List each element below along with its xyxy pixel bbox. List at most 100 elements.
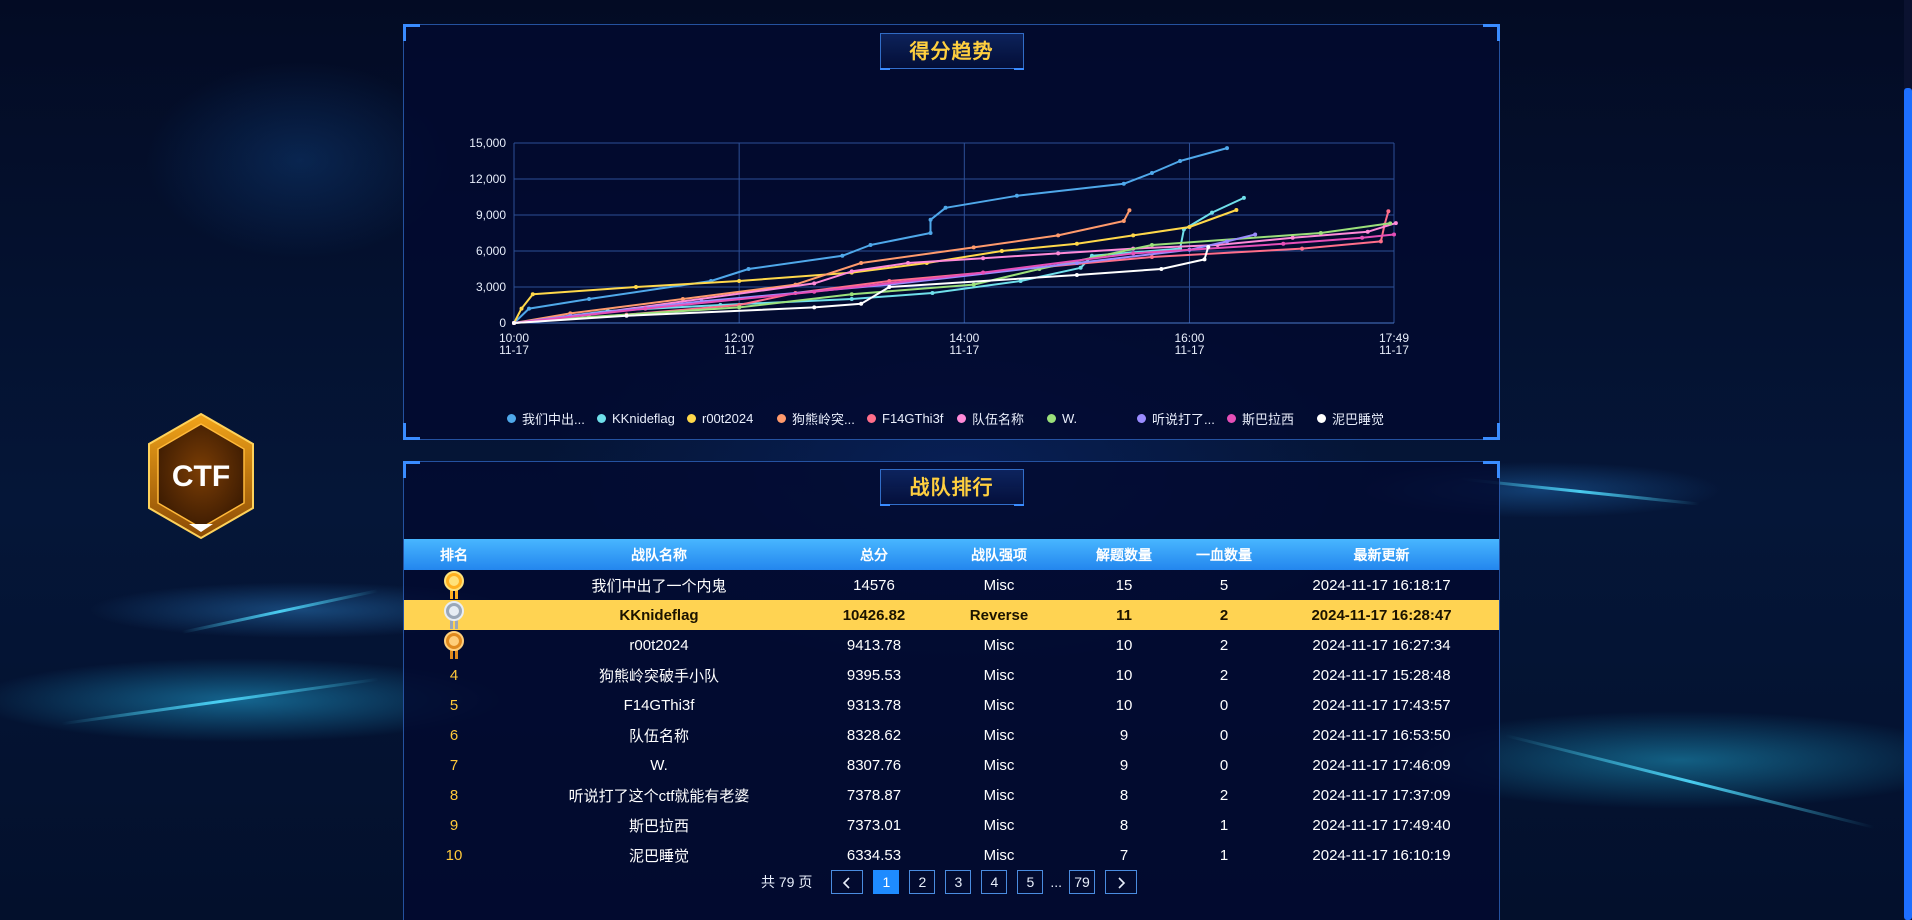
rank-cell: 7 bbox=[404, 750, 504, 780]
strength-cell: Misc bbox=[983, 756, 1015, 774]
team-name-cell: 狗熊岭突破手小队 bbox=[598, 667, 719, 685]
team-name-cell: 泥巴睡觉 bbox=[628, 847, 689, 865]
header-total-score: 总分 bbox=[814, 539, 934, 570]
first-blood-cell: 2 bbox=[1219, 636, 1229, 654]
total-score-cell: 9395.53 bbox=[846, 666, 902, 684]
strength-cell: Misc bbox=[983, 816, 1015, 834]
data-point bbox=[1178, 159, 1183, 163]
legend-dot-icon bbox=[597, 414, 606, 423]
next-page-button[interactable] bbox=[1105, 870, 1138, 894]
rank-cell: 8 bbox=[404, 780, 504, 810]
header-solved: 解题数量 bbox=[1064, 539, 1184, 570]
legend-item[interactable]: KKnideflag bbox=[597, 409, 687, 428]
legend-label: 狗熊岭突... bbox=[792, 412, 855, 427]
page-button-2[interactable]: 2 bbox=[909, 870, 936, 894]
last-update-cell: 2024-11-17 16:27:34 bbox=[1312, 636, 1451, 654]
data-point bbox=[1149, 171, 1154, 175]
data-point bbox=[928, 217, 933, 222]
legend-item[interactable]: 狗熊岭突... bbox=[777, 409, 867, 428]
strength-cell: Misc bbox=[983, 666, 1015, 684]
legend-item[interactable]: 我们中出... bbox=[507, 409, 597, 428]
first-blood-cell: 2 bbox=[1219, 786, 1229, 804]
data-point bbox=[746, 267, 751, 271]
page-button-5[interactable]: 5 bbox=[1017, 870, 1044, 894]
data-point bbox=[1074, 261, 1079, 265]
series-line-2 bbox=[513, 209, 1237, 324]
legend-item[interactable]: 斯巴拉西 bbox=[1227, 409, 1317, 428]
y-tick-label: 15,000 bbox=[469, 136, 506, 150]
rank-cell: 3 bbox=[404, 630, 504, 660]
x-tick-date: 11-17 bbox=[724, 343, 754, 357]
data-point bbox=[859, 301, 864, 306]
last-update-cell: 2024-11-17 15:28:48 bbox=[1312, 666, 1451, 684]
data-point bbox=[1149, 255, 1154, 259]
total-score-cell: 8328.62 bbox=[846, 726, 902, 744]
legend-item[interactable]: r00t2024 bbox=[687, 409, 777, 428]
rank-number: 7 bbox=[449, 756, 459, 774]
data-point bbox=[906, 261, 911, 265]
first-blood-cell: 0 bbox=[1219, 696, 1229, 714]
score-trend-title: 得分趋势 bbox=[879, 33, 1024, 70]
page-button-last[interactable]: 79 bbox=[1069, 870, 1096, 894]
data-point bbox=[1234, 208, 1239, 213]
page-button-1[interactable]: 1 bbox=[873, 870, 900, 894]
prev-page-button[interactable] bbox=[831, 870, 864, 894]
ctf-badge: CTF bbox=[145, 412, 257, 540]
data-point bbox=[1187, 225, 1192, 229]
strength-cell: Misc bbox=[983, 576, 1015, 594]
x-tick-date: 11-17 bbox=[499, 343, 529, 357]
legend-dot-icon bbox=[1137, 414, 1146, 423]
data-point bbox=[868, 243, 873, 247]
data-point bbox=[849, 297, 854, 301]
header-first-blood: 一血数量 bbox=[1184, 539, 1264, 570]
legend-dot-icon bbox=[1047, 414, 1056, 423]
legend-item[interactable]: F14GThi3f bbox=[867, 409, 957, 428]
legend-item[interactable]: 听说打了... bbox=[1137, 409, 1227, 428]
data-point bbox=[1253, 232, 1258, 237]
table-header-row: 排名 战队名称 总分 战队强项 解题数量 一血数量 最新更新 bbox=[404, 539, 1499, 570]
score-trend-chart: 03,0006,0009,00012,00015,00010:0011-1712… bbox=[469, 136, 1409, 357]
x-tick-time: 10:00 bbox=[499, 331, 529, 345]
page-button-4[interactable]: 4 bbox=[981, 870, 1008, 894]
legend-label: W. bbox=[1062, 411, 1078, 426]
rank-number: 4 bbox=[449, 666, 459, 684]
legend-label: r00t2024 bbox=[702, 411, 754, 426]
data-point bbox=[981, 256, 986, 261]
data-point bbox=[840, 253, 845, 258]
data-point bbox=[519, 306, 524, 311]
team-name-cell: 斯巴拉西 bbox=[628, 817, 689, 835]
data-point bbox=[1209, 210, 1214, 215]
data-point bbox=[887, 279, 892, 283]
rank-cell: 6 bbox=[404, 720, 504, 750]
total-score-cell: 7373.01 bbox=[846, 816, 902, 834]
data-point bbox=[1378, 239, 1383, 244]
first-blood-cell: 0 bbox=[1219, 726, 1229, 744]
data-point bbox=[1056, 233, 1061, 238]
table-row: 10 泥巴睡觉 6334.53 Misc 7 1 2024-11-17 16:10:19 bbox=[404, 840, 1499, 870]
hexagon-badge-icon: CTF bbox=[148, 412, 254, 540]
last-update-cell: 2024-11-17 17:37:09 bbox=[1312, 786, 1451, 804]
page-button-3[interactable]: 3 bbox=[945, 870, 972, 894]
page-scrollbar[interactable] bbox=[1904, 0, 1912, 920]
data-point bbox=[1149, 243, 1154, 247]
legend-dot-icon bbox=[1317, 414, 1326, 423]
total-score-cell: 10426.82 bbox=[842, 606, 906, 624]
rank-cell: 1 bbox=[404, 570, 504, 600]
scrollbar-thumb[interactable] bbox=[1904, 88, 1912, 920]
header-team-name: 战队名称 bbox=[504, 539, 814, 570]
legend-item[interactable]: 泥巴睡觉 bbox=[1317, 409, 1407, 428]
legend-item[interactable]: 队伍名称 bbox=[957, 409, 1047, 428]
legend-item[interactable]: W. bbox=[1047, 409, 1137, 428]
series-line-8 bbox=[513, 233, 1395, 324]
data-point bbox=[1290, 235, 1295, 240]
data-point bbox=[512, 321, 516, 325]
data-point bbox=[887, 285, 892, 289]
solved-count-cell: 9 bbox=[1119, 756, 1129, 774]
table-row: 5 F14GThi3f 9313.78 Misc 10 0 2024-11-17 17:43… bbox=[404, 690, 1499, 720]
team-name-cell: 我们中出了一个内鬼 bbox=[591, 577, 727, 595]
table-row: 4 狗熊岭突破手小队 9395.53 Misc 10 2 2024-11-17 15:28:… bbox=[404, 660, 1499, 690]
last-update-cell: 2024-11-17 17:46:09 bbox=[1312, 756, 1451, 774]
chevron-left-icon bbox=[843, 877, 850, 889]
data-point bbox=[971, 245, 976, 250]
badge-text: CTF bbox=[172, 460, 230, 493]
